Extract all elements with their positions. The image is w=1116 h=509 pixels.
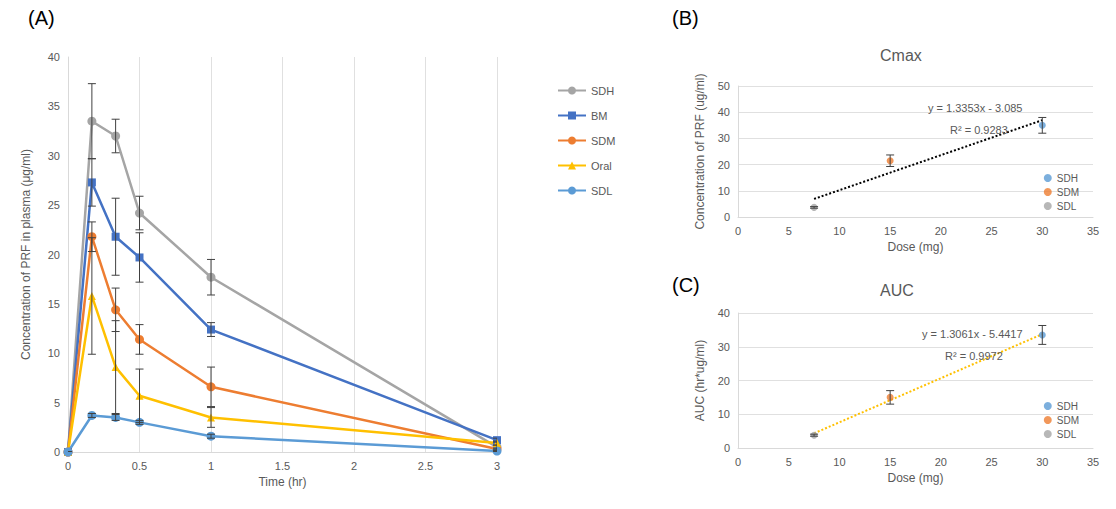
svg-text:5: 5 [786, 456, 792, 468]
svg-text:20: 20 [935, 225, 947, 237]
svg-text:35: 35 [1087, 456, 1099, 468]
svg-text:2: 2 [351, 460, 357, 472]
svg-text:SDL: SDL [591, 185, 612, 197]
svg-text:40: 40 [48, 51, 60, 63]
svg-text:20: 20 [935, 456, 947, 468]
svg-text:Concentration of PRF in plasma: Concentration of PRF in plasma (μg/ml) [19, 149, 33, 360]
svg-text:SDH: SDH [591, 85, 614, 97]
svg-text:(B): (B) [672, 7, 699, 29]
svg-text:0: 0 [735, 225, 741, 237]
svg-text:Dose (mg): Dose (mg) [887, 471, 943, 485]
svg-text:SDL: SDL [1057, 201, 1077, 212]
svg-text:1: 1 [208, 460, 214, 472]
svg-text:5: 5 [54, 397, 60, 409]
svg-text:0: 0 [54, 446, 60, 458]
svg-text:0.5: 0.5 [132, 460, 147, 472]
svg-text:2.5: 2.5 [418, 460, 433, 472]
svg-text:0: 0 [724, 211, 730, 223]
svg-text:30: 30 [48, 150, 60, 162]
svg-text:15: 15 [884, 225, 896, 237]
svg-text:10: 10 [718, 185, 730, 197]
svg-text:10: 10 [718, 408, 730, 420]
svg-text:10: 10 [48, 347, 60, 359]
svg-text:R² = 0.9972: R² = 0.9972 [945, 350, 1003, 362]
svg-text:30: 30 [718, 341, 730, 353]
svg-text:25: 25 [985, 225, 997, 237]
svg-text:15: 15 [48, 298, 60, 310]
svg-text:0: 0 [724, 442, 730, 454]
svg-text:1.5: 1.5 [275, 460, 290, 472]
svg-text:Time (hr): Time (hr) [258, 475, 306, 489]
svg-text:(A): (A) [28, 7, 55, 29]
svg-text:30: 30 [1036, 456, 1048, 468]
svg-text:0: 0 [735, 456, 741, 468]
svg-text:Oral: Oral [591, 160, 612, 172]
svg-text:SDM: SDM [1057, 187, 1079, 198]
svg-text:3: 3 [494, 460, 500, 472]
svg-text:40: 40 [718, 307, 730, 319]
svg-text:AUC (hr*ug/ml): AUC (hr*ug/ml) [693, 340, 707, 421]
svg-text:SDM: SDM [591, 135, 615, 147]
svg-text:(C): (C) [672, 274, 700, 296]
svg-text:y = 1.3061x - 5.4417: y = 1.3061x - 5.4417 [922, 328, 1023, 340]
svg-text:40: 40 [718, 106, 730, 118]
svg-text:10: 10 [833, 225, 845, 237]
svg-text:SDH: SDH [1057, 401, 1078, 412]
svg-text:y = 1.3353x - 3.085: y = 1.3353x - 3.085 [928, 102, 1022, 114]
svg-text:0: 0 [65, 460, 71, 472]
svg-text:35: 35 [48, 100, 60, 112]
svg-text:25: 25 [985, 456, 997, 468]
svg-text:50: 50 [718, 80, 730, 92]
svg-text:20: 20 [718, 159, 730, 171]
svg-text:R² = 0.9283: R² = 0.9283 [950, 124, 1008, 136]
svg-text:20: 20 [48, 249, 60, 261]
svg-text:Cmax: Cmax [880, 47, 922, 64]
svg-text:10: 10 [833, 456, 845, 468]
svg-text:30: 30 [718, 132, 730, 144]
svg-text:AUC: AUC [880, 282, 914, 299]
svg-text:Dose (mg): Dose (mg) [887, 240, 943, 254]
svg-text:30: 30 [1036, 225, 1048, 237]
svg-text:25: 25 [48, 199, 60, 211]
svg-text:SDL: SDL [1057, 429, 1077, 440]
svg-text:BM: BM [591, 110, 608, 122]
svg-text:35: 35 [1087, 225, 1099, 237]
svg-text:5: 5 [786, 225, 792, 237]
svg-text:Concentration of PRF (ug/ml): Concentration of PRF (ug/ml) [693, 74, 707, 230]
svg-text:20: 20 [718, 375, 730, 387]
svg-text:15: 15 [884, 456, 896, 468]
svg-text:SDH: SDH [1057, 173, 1078, 184]
svg-text:SDM: SDM [1057, 415, 1079, 426]
